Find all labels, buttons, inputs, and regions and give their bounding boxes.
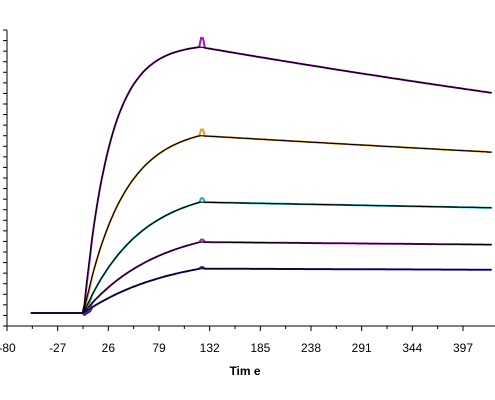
series-fit-line (30, 135, 492, 314)
x-tick-label: 26 (102, 341, 116, 355)
x-axis-ticks: -80 -27 26 79 132 185 238 291 344 397 (0, 326, 473, 355)
series-fit-line (30, 46, 492, 314)
x-tick-label: 238 (301, 341, 321, 355)
series-fit-line (30, 268, 492, 314)
series-data-line (30, 128, 492, 314)
x-tick-label: 397 (453, 341, 473, 355)
x-tick-label: 185 (250, 341, 270, 355)
x-tick-label: 79 (152, 341, 166, 355)
series-data-line (30, 266, 492, 317)
x-tick-label: 132 (200, 341, 220, 355)
x-tick-label: -27 (49, 341, 67, 355)
y-axis-ticks (3, 29, 7, 327)
series-fit-line (30, 201, 492, 314)
x-tick-label: 291 (352, 341, 372, 355)
series-group (30, 36, 492, 317)
x-tick-label: -80 (0, 341, 16, 355)
series-data-line (30, 36, 492, 314)
x-axis-title: Tim e (229, 364, 260, 378)
x-tick-label: 344 (402, 341, 422, 355)
series-fit-line (30, 241, 492, 314)
